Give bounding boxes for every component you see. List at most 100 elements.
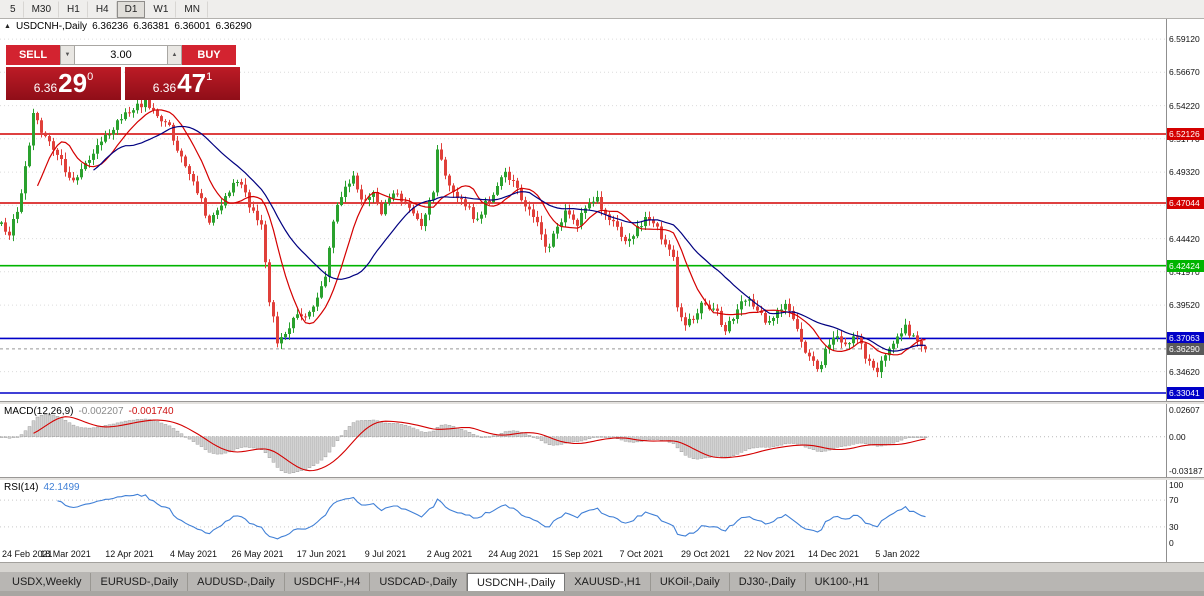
chart-tab[interactable]: USDX,Weekly (3, 573, 92, 591)
candle (384, 203, 387, 215)
main-price-chart[interactable] (0, 19, 1166, 401)
sell-button[interactable]: SELL (6, 45, 60, 65)
macd-bar (91, 427, 96, 438)
candle (104, 134, 107, 142)
chart-tab[interactable]: UKOil-,Daily (651, 573, 730, 591)
chart-tab[interactable]: DJ30-,Daily (730, 573, 806, 591)
macd-bar (67, 422, 72, 438)
candle (180, 150, 183, 157)
candle (464, 199, 467, 207)
macd-bar (783, 436, 788, 445)
one-click-toggle-icon[interactable]: ▲ (4, 23, 11, 30)
timeframe-button-h1[interactable]: H1 (59, 0, 88, 18)
macd-indicator-pane[interactable] (0, 404, 1166, 477)
volume-increase-button[interactable]: ▲ (167, 45, 182, 65)
timeframe-button-5[interactable]: 5 (2, 0, 24, 18)
buy-price-fraction: 1 (206, 71, 213, 83)
candle (852, 336, 855, 344)
hline-price-badge: 6.42424 (1167, 259, 1204, 272)
current-price-badge: 6.36290 (1167, 342, 1204, 355)
chart-tab[interactable]: UK100-,H1 (806, 573, 880, 591)
price-axis-label: 6.49320 (1169, 167, 1200, 178)
macd-bar (147, 419, 152, 438)
candle (320, 286, 323, 298)
price-axis[interactable]: 6.591206.566706.542206.517706.493206.468… (1166, 19, 1204, 562)
ma-fast-line (36, 109, 926, 356)
sell-price-display[interactable]: 6.36 29 0 (6, 67, 121, 100)
candle (100, 141, 103, 146)
chart-tab[interactable]: USDCNH-,Daily (466, 573, 566, 591)
candle (296, 314, 299, 318)
macd-bar (667, 436, 672, 443)
macd-signal-line (33, 416, 926, 472)
candle (68, 172, 71, 178)
volume-input[interactable] (75, 45, 167, 65)
pane-separator[interactable] (0, 477, 1204, 480)
candle (144, 99, 147, 108)
macd-bar (571, 436, 576, 443)
macd-bar (907, 436, 912, 438)
macd-bar (827, 436, 832, 451)
candle (64, 159, 67, 173)
candle (740, 301, 743, 310)
timeframe-button-mn[interactable]: MN (176, 0, 208, 18)
candle (800, 328, 803, 342)
timeframe-button-w1[interactable]: W1 (145, 0, 177, 18)
macd-bar (183, 436, 188, 438)
timeframe-button-m30[interactable]: M30 (24, 0, 60, 18)
candle (548, 246, 551, 248)
macd-bar (51, 414, 56, 437)
chart-tab[interactable]: USDCAD-,Daily (370, 573, 467, 591)
candle (304, 316, 307, 318)
buy-price-display[interactable]: 6.36 47 1 (125, 67, 240, 100)
macd-bar (595, 436, 600, 438)
chart-tab[interactable]: EURUSD-,Daily (91, 573, 189, 591)
macd-bar (771, 436, 776, 448)
macd-bar (627, 436, 632, 443)
candle (332, 221, 335, 248)
candle (16, 211, 19, 219)
chart-tab[interactable]: AUDUSD-,Daily (188, 573, 285, 591)
candle (256, 210, 259, 221)
candle (264, 224, 267, 263)
volume-decrease-button[interactable]: ▼ (60, 45, 75, 65)
candle (340, 197, 343, 205)
candle (556, 226, 559, 234)
timeframe-button-d1[interactable]: D1 (116, 0, 146, 18)
candle (456, 191, 459, 199)
chart-tab[interactable]: USDCHF-,H4 (285, 573, 371, 591)
macd-bar (751, 436, 756, 449)
horizontal-scrollbar[interactable] (0, 562, 1204, 572)
timeframe-button-h4[interactable]: H4 (88, 0, 117, 18)
macd-bar (731, 436, 736, 456)
candle (876, 367, 879, 373)
candle (716, 308, 719, 311)
macd-bar (807, 436, 812, 449)
candle (356, 175, 359, 190)
time-axis-label: 12 Apr 2021 (105, 549, 154, 559)
buy-price-major: 6.36 (152, 81, 177, 95)
macd-bar (271, 436, 276, 463)
macd-bar (747, 436, 752, 450)
rsi-indicator-pane[interactable] (0, 480, 1166, 547)
macd-bar (395, 423, 400, 438)
macd-bar (823, 436, 828, 452)
candle (836, 336, 839, 338)
candle (348, 183, 351, 187)
candle (48, 136, 51, 142)
candle (408, 202, 411, 208)
price-axis-label: 6.56670 (1169, 67, 1200, 78)
candle (72, 177, 75, 181)
macd-bar (283, 436, 288, 473)
candle (300, 314, 303, 317)
macd-bar (755, 436, 760, 448)
candle (76, 177, 79, 181)
macd-bar (55, 416, 60, 438)
candle (584, 208, 587, 213)
chart-tab[interactable]: XAUUSD-,H1 (565, 573, 651, 591)
buy-button[interactable]: BUY (182, 45, 236, 65)
candle (596, 197, 599, 202)
macd-bar (535, 436, 540, 439)
macd-bar (483, 436, 488, 438)
pane-separator[interactable] (0, 401, 1204, 404)
